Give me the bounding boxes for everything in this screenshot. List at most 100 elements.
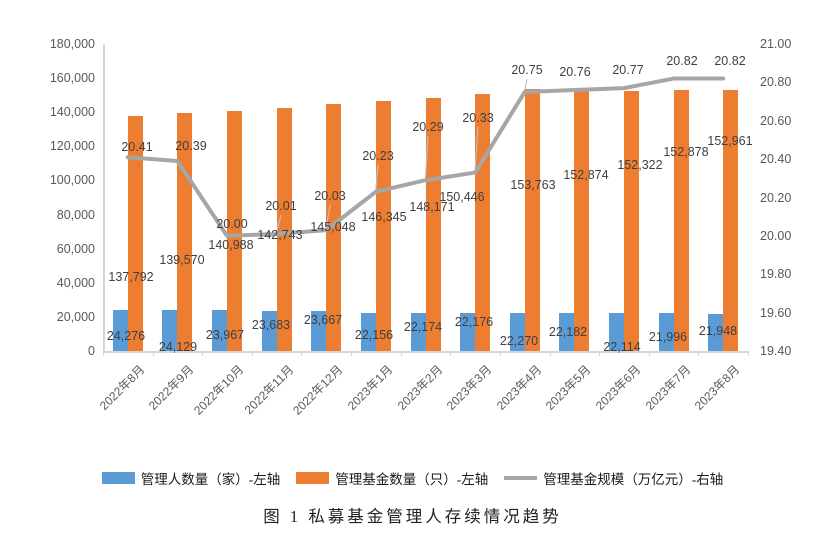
manager-count-value-label: 22,114 <box>603 340 641 354</box>
chart-legend: 管理人数量（家）-左轴 管理基金数量（只）-左轴 管理基金规模（万亿元）-右轴 <box>0 468 825 488</box>
fund-scale-value-label: 20.77 <box>612 63 644 77</box>
left-axis-tick-label: 40,000 <box>56 275 95 290</box>
fund-count-value-label: 146,345 <box>361 210 407 224</box>
fund-count-value-label: 152,878 <box>663 145 709 159</box>
x-axis-category-label: 2023年2月 <box>394 362 445 413</box>
fund-scale-value-label: 20.03 <box>314 189 346 203</box>
legend-item: 管理基金规模（万亿元）-右轴 <box>504 468 723 488</box>
manager-count-bar <box>559 313 575 351</box>
legend-line-swatch-icon <box>504 476 538 480</box>
fund-count-value-label: 152,961 <box>707 134 753 148</box>
x-axis-line <box>103 351 749 353</box>
fund-scale-value-label: 20.33 <box>462 111 494 125</box>
left-axis-tick-label: 60,000 <box>56 241 95 256</box>
x-axis-tick <box>450 351 452 356</box>
x-axis-tick <box>103 351 104 356</box>
manager-count-bar <box>261 310 277 351</box>
x-axis-tick <box>549 351 551 356</box>
legend-item-label: 管理基金数量（只）-左轴 <box>335 472 489 487</box>
right-axis-tick-label: 20.00 <box>760 228 792 243</box>
manager-count-value-label: 22,182 <box>548 325 588 339</box>
fund-count-value-label: 148,171 <box>409 200 455 214</box>
fund-count-value-label: 153,763 <box>510 178 556 192</box>
fund-count-value-label: 137,792 <box>108 270 154 284</box>
manager-count-value-label: 22,270 <box>499 334 539 348</box>
fund-scale-value-label: 20.01 <box>265 199 297 213</box>
manager-count-value-label: 22,176 <box>454 315 494 329</box>
x-axis-tick <box>499 351 501 356</box>
legend-item-label: 管理人数量（家）-左轴 <box>140 472 281 487</box>
manager-count-bar <box>608 313 624 351</box>
y-axis-line <box>103 44 105 351</box>
manager-count-bar <box>460 313 476 351</box>
left-axis-tick-label: 140,000 <box>49 105 95 120</box>
fund-count-bar <box>425 98 441 351</box>
left-axis-tick-label: 120,000 <box>49 139 95 154</box>
fund-count-bar <box>524 88 540 351</box>
x-axis-category-label: 2023年1月 <box>344 362 396 413</box>
fund-scale-value-label: 20.00 <box>216 217 248 231</box>
fund-scale-value-label: 20.82 <box>714 54 746 68</box>
manager-count-bar <box>658 313 674 351</box>
manager-count-value-label: 24,129 <box>158 340 198 354</box>
manager-count-value-label: 21,996 <box>648 330 688 344</box>
legend-item: 管理人数量（家）-左轴 <box>101 468 281 488</box>
fund-count-value-label: 145,048 <box>310 220 356 234</box>
x-axis-tick <box>202 351 204 356</box>
x-axis-category-label: 2023年5月 <box>543 362 594 413</box>
left-axis-tick-label: 0 <box>88 344 95 358</box>
fund-scale-value-label: 20.75 <box>511 63 543 77</box>
right-axis-tick-label: 19.40 <box>760 344 792 358</box>
fund-scale-value-label: 20.76 <box>559 65 591 79</box>
manager-count-bar <box>360 313 376 351</box>
manager-count-value-label: 23,967 <box>205 328 245 342</box>
fund-count-bar <box>673 90 689 351</box>
legend-bar-swatch-icon <box>101 472 135 484</box>
manager-count-bar <box>162 309 178 351</box>
x-axis-tick <box>301 351 303 356</box>
fund-count-bar <box>574 90 590 351</box>
fund-count-value-label: 142,743 <box>257 228 303 242</box>
fund-scale-value-label: 20.41 <box>121 140 153 154</box>
legend-item: 管理基金数量（只）-左轴 <box>296 468 488 488</box>
x-axis-category-label: 2023年4月 <box>493 362 545 413</box>
fund-count-value-label: 150,446 <box>439 190 485 204</box>
figure-caption: 图 1 私募基金管理人存续情况趋势 <box>263 507 562 526</box>
right-axis-tick-label: 20.20 <box>760 190 792 205</box>
fund-count-bar <box>375 101 391 351</box>
x-axis-tick <box>748 351 749 356</box>
left-axis-tick-label: 160,000 <box>49 71 95 86</box>
x-axis-category-label: 2022年8月 <box>96 362 148 413</box>
x-axis-tick <box>599 351 601 356</box>
x-axis-category-label: 2022年10月 <box>191 362 247 418</box>
x-axis-category-label: 2023年8月 <box>692 362 743 413</box>
x-axis-tick <box>251 351 253 356</box>
x-axis-tick <box>698 351 700 356</box>
x-axis-category-label: 2023年3月 <box>443 362 495 413</box>
right-axis-tick-label: 21.00 <box>760 37 792 51</box>
right-axis-tick-label: 20.40 <box>760 152 792 167</box>
fund-count-bar <box>723 90 739 351</box>
fund-scale-value-label: 20.29 <box>412 120 444 134</box>
fund-count-value-label: 152,874 <box>563 168 609 182</box>
manager-count-bar <box>311 310 327 351</box>
x-axis-category-label: 2023年6月 <box>592 362 644 413</box>
x-axis-category-label: 2022年12月 <box>290 362 346 418</box>
left-axis-tick-label: 100,000 <box>49 173 95 188</box>
right-axis-tick-label: 20.80 <box>760 75 792 90</box>
manager-count-bar <box>509 313 525 351</box>
fund-scale-value-label: 20.39 <box>175 139 207 153</box>
legend-bar-swatch-icon <box>296 472 330 484</box>
fund-count-bar <box>475 94 491 351</box>
manager-count-bar <box>112 309 128 351</box>
x-axis-category-label: 2022年11月 <box>241 362 296 417</box>
x-axis-tick <box>351 351 353 356</box>
manager-count-bar <box>708 313 724 351</box>
manager-count-bar <box>212 310 228 351</box>
manager-count-value-label: 22,174 <box>403 320 443 334</box>
manager-count-value-label: 21,948 <box>698 324 738 338</box>
fund-count-value-label: 139,570 <box>159 253 205 267</box>
right-axis-tick-label: 19.80 <box>760 267 792 282</box>
left-axis-tick-label: 20,000 <box>56 309 95 324</box>
